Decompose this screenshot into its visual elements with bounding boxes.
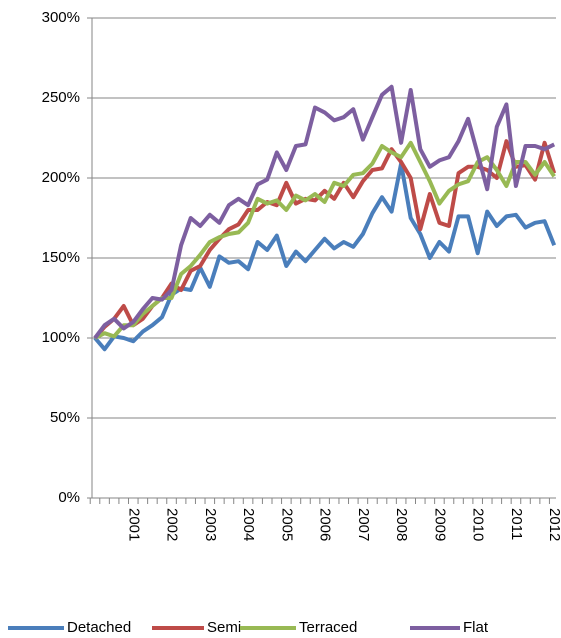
x-tick-label: 2011: [508, 508, 525, 540]
x-tick-label: 2009: [431, 508, 448, 541]
series-line: [94, 140, 556, 340]
x-tick-label: 2008: [393, 508, 410, 541]
y-tick-label: 0%: [58, 489, 80, 506]
y-tick-label: 150%: [42, 249, 80, 266]
x-tick-label: 2001: [125, 508, 142, 541]
x-tick-label: 2010: [470, 508, 487, 541]
legend-label: Terraced: [299, 619, 357, 636]
y-tick-label: 100%: [42, 329, 80, 346]
legend-label: Detached: [67, 619, 131, 636]
legend-label: Semi: [207, 619, 241, 636]
y-tick-label: 50%: [50, 409, 80, 426]
x-tick-label: 2006: [317, 508, 334, 541]
x-tick-label: 2005: [278, 508, 295, 541]
x-tick-label: 2012: [546, 508, 561, 541]
x-tick-label: 2004: [240, 508, 257, 541]
series-line: [93, 84, 556, 340]
x-tick-label: 2007: [355, 508, 372, 541]
y-tick-label: 250%: [42, 89, 80, 106]
legend-label: Flat: [463, 619, 489, 636]
x-tick-label: 2003: [202, 508, 219, 541]
x-tick-label: 2002: [164, 508, 181, 541]
y-tick-label: 200%: [42, 169, 80, 186]
y-tick-label: 300%: [42, 9, 80, 26]
